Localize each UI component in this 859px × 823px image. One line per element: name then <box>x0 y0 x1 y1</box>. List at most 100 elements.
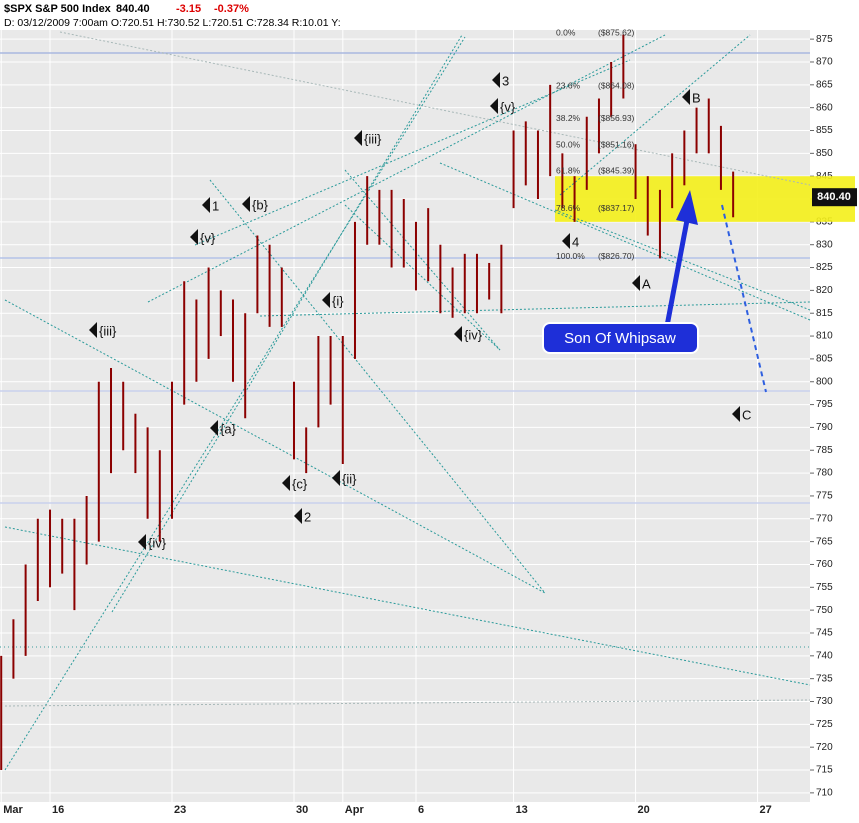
annotation: {v} <box>200 230 216 245</box>
fib-level: 23.6% <box>556 80 581 90</box>
y-tick-label: 720 <box>816 742 833 753</box>
annotation: {b} <box>252 197 269 212</box>
annotation-marker <box>562 233 570 249</box>
y-tick-label: 850 <box>816 148 833 159</box>
y-tick-label: 755 <box>816 582 833 593</box>
annotation: 3 <box>502 73 509 88</box>
price-box-label: 840.40 <box>817 191 851 203</box>
y-tick-label: 730 <box>816 696 833 707</box>
last-price: 840.40 <box>116 3 150 15</box>
y-tick-label: 725 <box>816 719 833 730</box>
y-tick-label: 800 <box>816 376 833 387</box>
fib-price: ($851.16) <box>598 139 635 149</box>
x-tick-label: 23 <box>174 804 186 816</box>
fib-price: ($856.93) <box>598 113 635 123</box>
change-pct: -0.37% <box>214 3 249 15</box>
annotation-marker <box>682 89 690 105</box>
x-tick-label: 27 <box>760 804 772 816</box>
y-tick-label: 870 <box>816 57 833 68</box>
annotation-marker <box>354 130 362 146</box>
annotation: {a} <box>220 421 237 436</box>
annotation-marker <box>202 197 210 213</box>
annotation-marker <box>294 508 302 524</box>
y-tick-label: 795 <box>816 399 833 410</box>
trendline <box>439 162 811 321</box>
y-tick-label: 745 <box>816 628 833 639</box>
annotation-marker <box>332 470 340 486</box>
x-tick-label: 13 <box>516 804 528 816</box>
annotation-marker <box>190 229 198 245</box>
annotation: {iv} <box>148 535 167 550</box>
annotation: B <box>692 90 701 105</box>
callout: Son Of Whipsaw <box>564 330 676 347</box>
annotation: 1 <box>212 198 219 213</box>
y-tick-label: 750 <box>816 605 833 616</box>
callout-box <box>542 322 699 354</box>
annotation-marker <box>322 292 330 308</box>
y-tick-label: 835 <box>816 216 833 227</box>
annotation-marker <box>138 534 146 550</box>
annotation-marker <box>282 475 290 491</box>
y-tick-label: 810 <box>816 331 833 342</box>
y-tick-label: 760 <box>816 559 833 570</box>
fib-price: ($875.62) <box>598 28 635 38</box>
change: -3.15 <box>176 3 201 15</box>
fib-level: 100.0% <box>556 251 585 261</box>
y-tick-label: 710 <box>816 788 833 799</box>
y-tick-label: 820 <box>816 285 833 296</box>
y-tick-label: 790 <box>816 422 833 433</box>
fib-level: 50.0% <box>556 139 581 149</box>
x-tick-label: 30 <box>296 804 308 816</box>
annotation-marker <box>242 196 250 212</box>
annotation: {ii} <box>342 471 357 486</box>
y-tick-label: 865 <box>816 79 833 90</box>
arrow-head <box>676 190 698 225</box>
annotation: {iii} <box>364 131 382 146</box>
fib-level: 61.8% <box>556 166 581 176</box>
info-line: D: 03/12/2009 7:00am O:720.51 H:730.52 L… <box>4 17 341 29</box>
y-tick-label: 875 <box>816 34 833 45</box>
y-tick-label: 735 <box>816 673 833 684</box>
fib-price: ($864.08) <box>598 80 635 90</box>
trendline <box>194 59 631 246</box>
trendline <box>4 36 466 771</box>
trendline <box>209 179 546 594</box>
y-tick-label: 830 <box>816 239 833 250</box>
annotation: {iv} <box>464 327 483 342</box>
fib-level: 0.0% <box>556 28 576 38</box>
x-tick-label: 20 <box>638 804 650 816</box>
annotation: {iii} <box>99 323 117 338</box>
fib-price: ($837.17) <box>598 203 635 213</box>
fib-level: 38.2% <box>556 113 581 123</box>
y-tick-label: 770 <box>816 513 833 524</box>
annotation-marker <box>89 322 97 338</box>
annotation: {c} <box>292 476 308 491</box>
y-tick-label: 855 <box>816 125 833 136</box>
y-tick-label: 815 <box>816 308 833 319</box>
x-tick-label: 6 <box>418 804 424 816</box>
trendline <box>344 169 501 351</box>
highlight-zone <box>555 176 855 222</box>
annotation: {v} <box>500 99 516 114</box>
x-tick-label: Mar <box>3 804 23 816</box>
title: $SPX S&P 500 Index <box>4 3 112 15</box>
fib-price: ($826.70) <box>598 251 635 261</box>
trendline <box>4 526 811 686</box>
y-tick-label: 715 <box>816 765 833 776</box>
annotation-marker <box>210 420 218 436</box>
annotation: C <box>742 407 751 422</box>
annotation-marker <box>732 406 740 422</box>
annotation: {i} <box>332 293 344 308</box>
plot-area <box>0 30 810 802</box>
x-tick-label: Apr <box>345 804 365 816</box>
price-box <box>812 188 857 207</box>
annotation-marker <box>490 98 498 114</box>
x-tick-label: 16 <box>52 804 64 816</box>
fib-level: 78.6% <box>556 203 581 213</box>
annotation-marker <box>632 275 640 291</box>
y-tick-label: 860 <box>816 102 833 113</box>
y-tick-label: 775 <box>816 491 833 502</box>
annotation: 4 <box>572 234 579 249</box>
trendline <box>344 204 501 351</box>
